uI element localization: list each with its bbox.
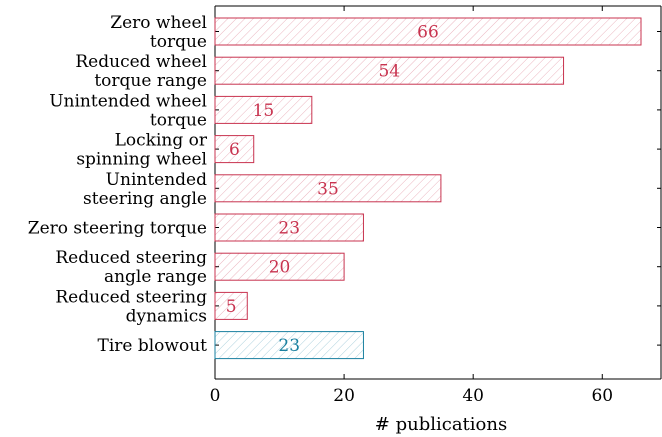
bar-value-label: 5 <box>226 297 237 317</box>
bar-value-label: 35 <box>317 179 339 199</box>
bar-value-label: 54 <box>378 62 400 82</box>
category-label: Unintended wheel <box>49 91 207 111</box>
bar-value-label: 15 <box>253 101 275 121</box>
bar <box>214 331 364 360</box>
category-label: angle range <box>104 267 207 287</box>
category-label: Unintended <box>106 170 207 190</box>
bar-value-label: 66 <box>417 23 439 43</box>
category-label: dynamics <box>126 306 207 326</box>
category-label: Reduced wheel <box>75 52 207 72</box>
category-label: Tire blowout <box>98 336 208 356</box>
bar <box>214 291 248 320</box>
bar <box>214 95 313 124</box>
category-label: Zero wheel <box>110 13 207 33</box>
category-label: torque range <box>94 71 207 91</box>
x-tick-label: 40 <box>462 386 484 406</box>
bar <box>214 17 642 46</box>
x-tick-label: 60 <box>591 386 613 406</box>
category-label: spinning wheel <box>76 150 207 170</box>
bar <box>214 135 255 164</box>
bar-value-label: 20 <box>269 258 291 278</box>
category-label: torque <box>150 32 207 52</box>
category-label: Locking or <box>115 131 208 151</box>
bar <box>214 213 364 242</box>
x-tick-label: 0 <box>210 386 221 406</box>
bar <box>214 56 565 85</box>
category-label: torque <box>150 110 207 130</box>
bar-value-label: 23 <box>278 219 300 239</box>
category-label: Reduced steering <box>55 248 207 268</box>
category-label: steering angle <box>83 189 207 209</box>
category-label: Reduced steering <box>55 287 207 307</box>
bar-value-label: 6 <box>229 140 240 160</box>
bar-value-label: 23 <box>278 336 300 356</box>
bar <box>214 252 345 281</box>
bar <box>214 174 442 203</box>
x-axis-label: # publications <box>375 414 507 435</box>
x-tick-label: 20 <box>333 386 355 406</box>
category-label: Zero steering torque <box>28 219 207 239</box>
